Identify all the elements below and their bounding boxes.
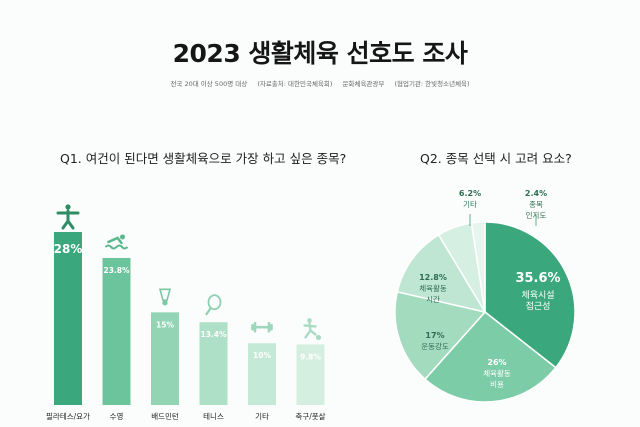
page-subtitle: 전국 20대 이상 500명 대상 (자료출처: 대한민국체육회) 문화체육관광… [0,78,640,88]
dumbbell-icon-shape [251,321,273,333]
swimming-icon [104,234,129,250]
soccer-icon-body [303,322,317,339]
bar [102,257,131,405]
pie-slice [396,233,487,314]
pie-category-label: 시간 [426,294,440,304]
shuttlecock-icon-feathers [158,288,172,302]
pie-value-label: 35.6% [515,271,560,286]
shuttlecock-icon [158,288,172,306]
pilates-icon [56,204,80,230]
pie-category-label: 종목 [529,200,543,209]
bar-value-label: 10% [253,351,271,360]
swimming-icon-body [107,236,123,245]
pilates-icon-head [65,204,71,210]
subtitle-part: 문화체육관광부 [342,80,385,88]
pie-slice [484,221,576,369]
pie-category-label: 접근성 [526,300,551,312]
pie-slice [470,221,486,313]
bar [296,344,325,405]
bar-group: 23.8% 수영 [102,234,131,421]
pie-category-label: 비용 [490,380,504,389]
bar-value-label: 23.8% [103,266,130,275]
swimming-icon-wave [104,244,129,250]
pie-category-label: 체육활동 [419,283,447,293]
bar-value-label: 9.8% [300,352,321,361]
category-label: 테니스 [203,412,224,421]
pie-value-label: 6.2% [459,189,481,198]
pie-chart-title: Q2. 종목 선택 시 고려 요소? [420,151,572,166]
page-title: 2023 생활체육 선호도 조사 [172,39,468,68]
bar-value-label: 13.4% [200,330,227,339]
pie-category-label: 체육시설 [521,290,554,301]
swimming-icon-head [120,234,125,240]
tennis-icon [205,294,222,316]
category-label: 수영 [110,411,124,421]
bar [248,343,276,405]
pie-category-label: 기타 [463,200,477,209]
bar-group: 28% 필라테스/요가 [46,204,90,421]
tennis-icon-handle [205,307,212,316]
bar-group: 9.8% 축구/풋살 [295,318,326,421]
tennis-icon-racket [207,294,222,311]
category-label: 필라테스/요가 [46,411,90,421]
pie-slice [423,310,557,403]
pie-value-label: 17% [425,331,444,340]
bar-group: 13.4% 테니스 [199,294,228,421]
pie-value-label: 2.4% [525,189,547,198]
pie-slice [394,290,487,381]
bar [54,232,82,405]
subtitle-part: 전국 20대 이상 500명 대상 [170,80,248,88]
bar-value-label: 15% [156,320,174,329]
shuttlecock-icon-base [162,300,168,306]
category-label: 기타 [255,412,269,421]
pie-category-label: 운동강도 [421,341,449,351]
category-label: 배드민턴 [151,411,179,421]
bar-group: 10% 기타 [248,321,276,421]
pilates-icon-body [56,209,80,230]
category-label: 축구/풋살 [295,412,325,421]
soccer-icon-head [307,318,312,323]
subtitle-part: (협업기관: 한빛청소년체육) [394,80,470,88]
soccer-icon [303,318,322,341]
pie-value-label: 12.8% [419,273,447,282]
pie-category-label: 체육활동 [483,368,511,378]
bar-chart-title: Q1. 여건이 된다면 생활체육으로 가장 하고 싶은 종목? [60,151,347,166]
pie-value-label: 26% [487,358,506,367]
subtitle-part: (자료출처: 대한민국체육회) [257,80,333,88]
bar [199,322,228,405]
bar [151,312,179,405]
pie-slice-group: 17%운동강도 [394,290,487,381]
dumbbell-icon [251,321,273,333]
bar-group: 15% 배드민턴 [151,288,179,421]
soccer-icon-ball [315,334,322,341]
bar-value-label: 28% [54,242,83,256]
